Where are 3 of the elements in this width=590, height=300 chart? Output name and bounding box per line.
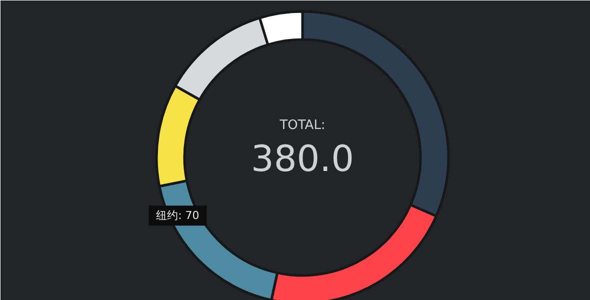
text: 380.0 [250, 139, 354, 180]
slice-label: 纽约: 70 [156, 209, 200, 222]
text: TOTAL: [278, 118, 326, 133]
